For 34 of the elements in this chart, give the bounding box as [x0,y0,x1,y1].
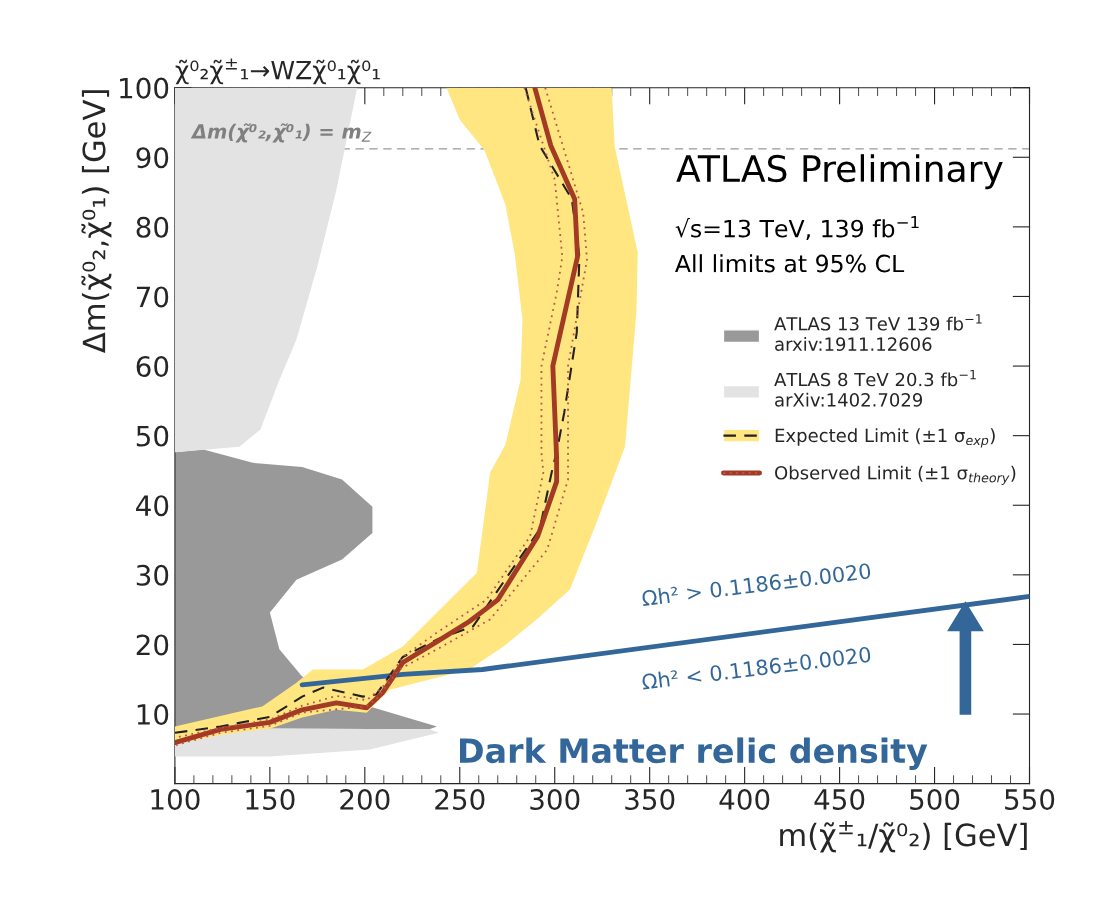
annotation: Ωh² < 0.1186±0.0020 [641,645,871,690]
y-tick-label: 20 [136,634,169,656]
legend-label: Observed Limit (±1 σ$_{theory}$) [775,465,1016,485]
x-tick-label: 250 [435,788,485,810]
x-tick-label: 150 [246,788,295,810]
y-tick-label: 100 [120,77,169,99]
y-tick-label: 10 [137,703,169,725]
x-tick-label: 300 [530,788,580,810]
y-tick-label: 30 [136,564,169,586]
y-tick-label: 40 [136,495,169,517]
annotation: Ωh² > 0.1186±0.0020 [641,562,871,607]
text: ATLAS 8 TeV 20.3 fb$^{−1}$ arXiv:1402.7029 [774,369,976,407]
x-tick-label: 400 [719,788,770,810]
y-axis-title: Δm(χ̃⁰₂,χ̃⁰₁) [GeV] [81,90,112,353]
y-tick-label: 60 [136,356,169,378]
x-tick-label: 100 [151,788,200,810]
x-tick-label: 450 [814,788,865,810]
x-tick-label: 550 [1005,788,1055,810]
x-tick-label: 500 [910,788,960,810]
y-tick-label: 80 [136,216,169,238]
legend-label: Expected Limit (±1 σ$_{exp}$) [775,428,995,448]
ref-line-label: Δm(χ̃⁰₂,χ̃⁰₁) = m$_{Z}$ [190,123,372,143]
annotation: ATLAS Preliminary [676,154,1003,190]
y-tick-label: 50 [136,425,169,447]
y-tick-label: 90 [136,147,169,169]
chart-title: χ̃⁰₂χ̃$^{±}$₁→WZχ̃⁰₁χ̃⁰₁ [175,58,380,85]
x-tick-label: 200 [340,788,390,810]
x-axis-title: m(χ̃$^{±}$₁/χ̃⁰₂) [GeV] [780,820,1027,853]
y-tick-label: 70 [136,286,169,308]
x-tick-label: 350 [625,788,675,810]
text: ATLAS 13 TeV 139 fb$^{−1}$ arxiv:1911.12606 [774,314,982,351]
annotation: All limits at 95% CL [675,254,905,273]
annotation: √s=13 TeV, 139 fb$^{−1}$ [675,216,919,240]
annotation: Dark Matter relic density [459,737,928,770]
